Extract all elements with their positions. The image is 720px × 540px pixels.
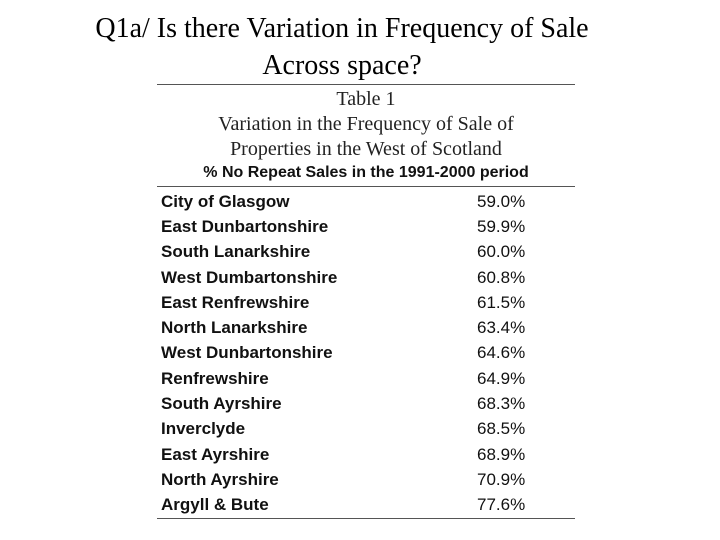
no-repeat-sales-percent: 61.5%: [461, 290, 575, 315]
table-row: South Ayrshire 68.3%: [157, 391, 575, 416]
no-repeat-sales-percent: 63.4%: [461, 315, 575, 340]
table-row: East Renfrewshire 61.5%: [157, 290, 575, 315]
region-name: East Renfrewshire: [157, 290, 461, 315]
table-row: North Ayrshire 70.9%: [157, 467, 575, 492]
table-row: Argyll & Bute 77.6%: [157, 493, 575, 518]
region-name: South Lanarkshire: [157, 240, 461, 265]
region-name: East Ayrshire: [157, 442, 461, 467]
data-table: City of Glasgow 59.0% East Dunbartonshir…: [157, 187, 575, 518]
table-caption-line-3: Properties in the West of Scotland: [157, 137, 575, 162]
table-caption: Table 1 Variation in the Frequency of Sa…: [157, 85, 575, 162]
no-repeat-sales-percent: 77.6%: [461, 493, 575, 518]
region-name: Argyll & Bute: [157, 493, 461, 518]
region-name: Renfrewshire: [157, 366, 461, 391]
slide-title-line-2: Across space?: [0, 47, 684, 84]
table-row: East Ayrshire 68.9%: [157, 442, 575, 467]
region-name: Inverclyde: [157, 417, 461, 442]
table-bottom-rule: [157, 518, 575, 519]
no-repeat-sales-percent: 64.6%: [461, 341, 575, 366]
table-row: South Lanarkshire 60.0%: [157, 240, 575, 265]
region-name: West Dumbartonshire: [157, 265, 461, 290]
no-repeat-sales-percent: 60.0%: [461, 240, 575, 265]
region-name: City of Glasgow: [157, 187, 461, 214]
data-table-figure: Table 1 Variation in the Frequency of Sa…: [157, 84, 575, 519]
no-repeat-sales-percent: 70.9%: [461, 467, 575, 492]
table-row: Renfrewshire 64.9%: [157, 366, 575, 391]
region-name: East Dunbartonshire: [157, 214, 461, 239]
no-repeat-sales-percent: 68.5%: [461, 417, 575, 442]
table-row: City of Glasgow 59.0%: [157, 187, 575, 214]
table-row: Inverclyde 68.5%: [157, 417, 575, 442]
table-caption-line-2: Variation in the Frequency of Sale of: [157, 112, 575, 137]
table-column-header: % No Repeat Sales in the 1991-2000 perio…: [157, 162, 575, 186]
no-repeat-sales-percent: 60.8%: [461, 265, 575, 290]
table-row: North Lanarkshire 63.4%: [157, 315, 575, 340]
slide-title: Q1a/ Is there Variation in Frequency of …: [0, 10, 684, 84]
region-name: North Lanarkshire: [157, 315, 461, 340]
table-row: West Dumbartonshire 60.8%: [157, 265, 575, 290]
no-repeat-sales-percent: 68.9%: [461, 442, 575, 467]
region-name: South Ayrshire: [157, 391, 461, 416]
no-repeat-sales-percent: 59.9%: [461, 214, 575, 239]
table-row: West Dunbartonshire 64.6%: [157, 341, 575, 366]
table-caption-number: Table 1: [157, 87, 575, 112]
slide-title-line-1: Q1a/ Is there Variation in Frequency of …: [0, 10, 684, 47]
region-name: West Dunbartonshire: [157, 341, 461, 366]
table-row: East Dunbartonshire 59.9%: [157, 214, 575, 239]
region-name: North Ayrshire: [157, 467, 461, 492]
no-repeat-sales-percent: 68.3%: [461, 391, 575, 416]
no-repeat-sales-percent: 59.0%: [461, 187, 575, 214]
no-repeat-sales-percent: 64.9%: [461, 366, 575, 391]
